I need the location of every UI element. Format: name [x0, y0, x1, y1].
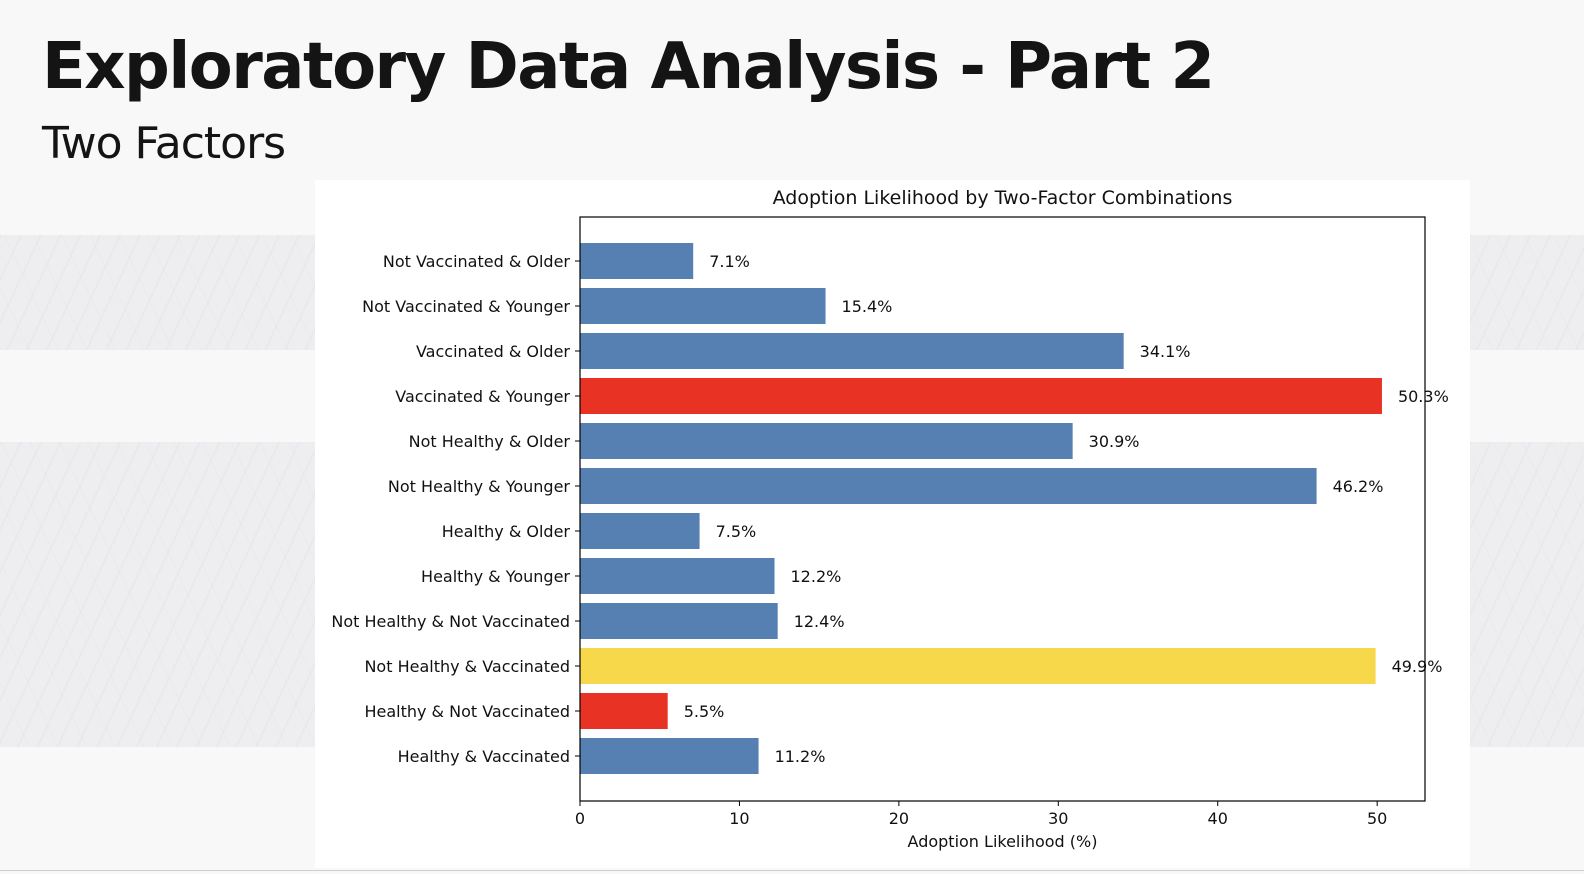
slide-subtitle: Two Factors [42, 118, 286, 169]
slide-title: Exploratory Data Analysis - Part 2 [42, 30, 1215, 104]
data-label: 11.2% [775, 747, 826, 766]
bar [580, 468, 1317, 504]
y-tick-label: Not Healthy & Younger [388, 477, 570, 496]
data-label: 5.5% [684, 702, 725, 721]
x-tick-label: 20 [889, 809, 909, 828]
data-label: 49.9% [1392, 657, 1443, 676]
data-label: 34.1% [1140, 342, 1191, 361]
y-tick-label: Healthy & Older [442, 522, 571, 541]
chart-title: Adoption Likelihood by Two-Factor Combin… [773, 187, 1233, 209]
bar [580, 558, 775, 594]
y-tick-label: Vaccinated & Younger [395, 387, 570, 406]
bar [580, 513, 700, 549]
data-label: 12.4% [794, 612, 845, 631]
x-axis: 0 10 20 30 40 50 [575, 801, 1387, 828]
x-tick-label: 0 [575, 809, 585, 828]
y-tick-label: Not Vaccinated & Older [383, 252, 571, 271]
y-tick-label: Not Healthy & Not Vaccinated [331, 612, 570, 631]
bar [580, 378, 1382, 414]
y-tick-label: Not Healthy & Older [409, 432, 571, 451]
data-label: 30.9% [1089, 432, 1140, 451]
bar [580, 243, 694, 279]
x-tick-label: 50 [1367, 809, 1387, 828]
bars-group: Not Vaccinated & Older 7.1% Not Vaccinated… [331, 243, 1449, 774]
y-tick-label: Healthy & Not Vaccinated [364, 702, 570, 721]
bar [580, 648, 1376, 684]
x-tick-label: 30 [1048, 809, 1068, 828]
bar-chart: Adoption Likelihood by Two-Factor Combin… [331, 187, 1449, 851]
data-label: 7.5% [716, 522, 757, 541]
bar [580, 333, 1124, 369]
plot-area [579, 216, 1426, 802]
x-axis-label: Adoption Likelihood (%) [908, 832, 1098, 851]
bar [580, 693, 668, 729]
y-tick-label: Healthy & Vaccinated [398, 747, 570, 766]
data-label: 15.4% [842, 297, 893, 316]
data-label: 46.2% [1333, 477, 1384, 496]
chart-panel: Adoption Likelihood by Two-Factor Combin… [315, 180, 1470, 868]
bar [580, 288, 826, 324]
y-tick-label: Healthy & Younger [421, 567, 570, 586]
data-label: 7.1% [709, 252, 750, 271]
bar [580, 423, 1073, 459]
x-tick-label: 40 [1208, 809, 1228, 828]
y-tick-label: Vaccinated & Older [416, 342, 570, 361]
y-tick-label: Not Healthy & Vaccinated [364, 657, 570, 676]
bar [580, 738, 759, 774]
y-tick-label: Not Vaccinated & Younger [362, 297, 570, 316]
bar [580, 603, 778, 639]
data-label: 12.2% [791, 567, 842, 586]
x-tick-label: 10 [729, 809, 749, 828]
bottom-divider [0, 870, 1584, 871]
data-label: 50.3% [1398, 387, 1449, 406]
